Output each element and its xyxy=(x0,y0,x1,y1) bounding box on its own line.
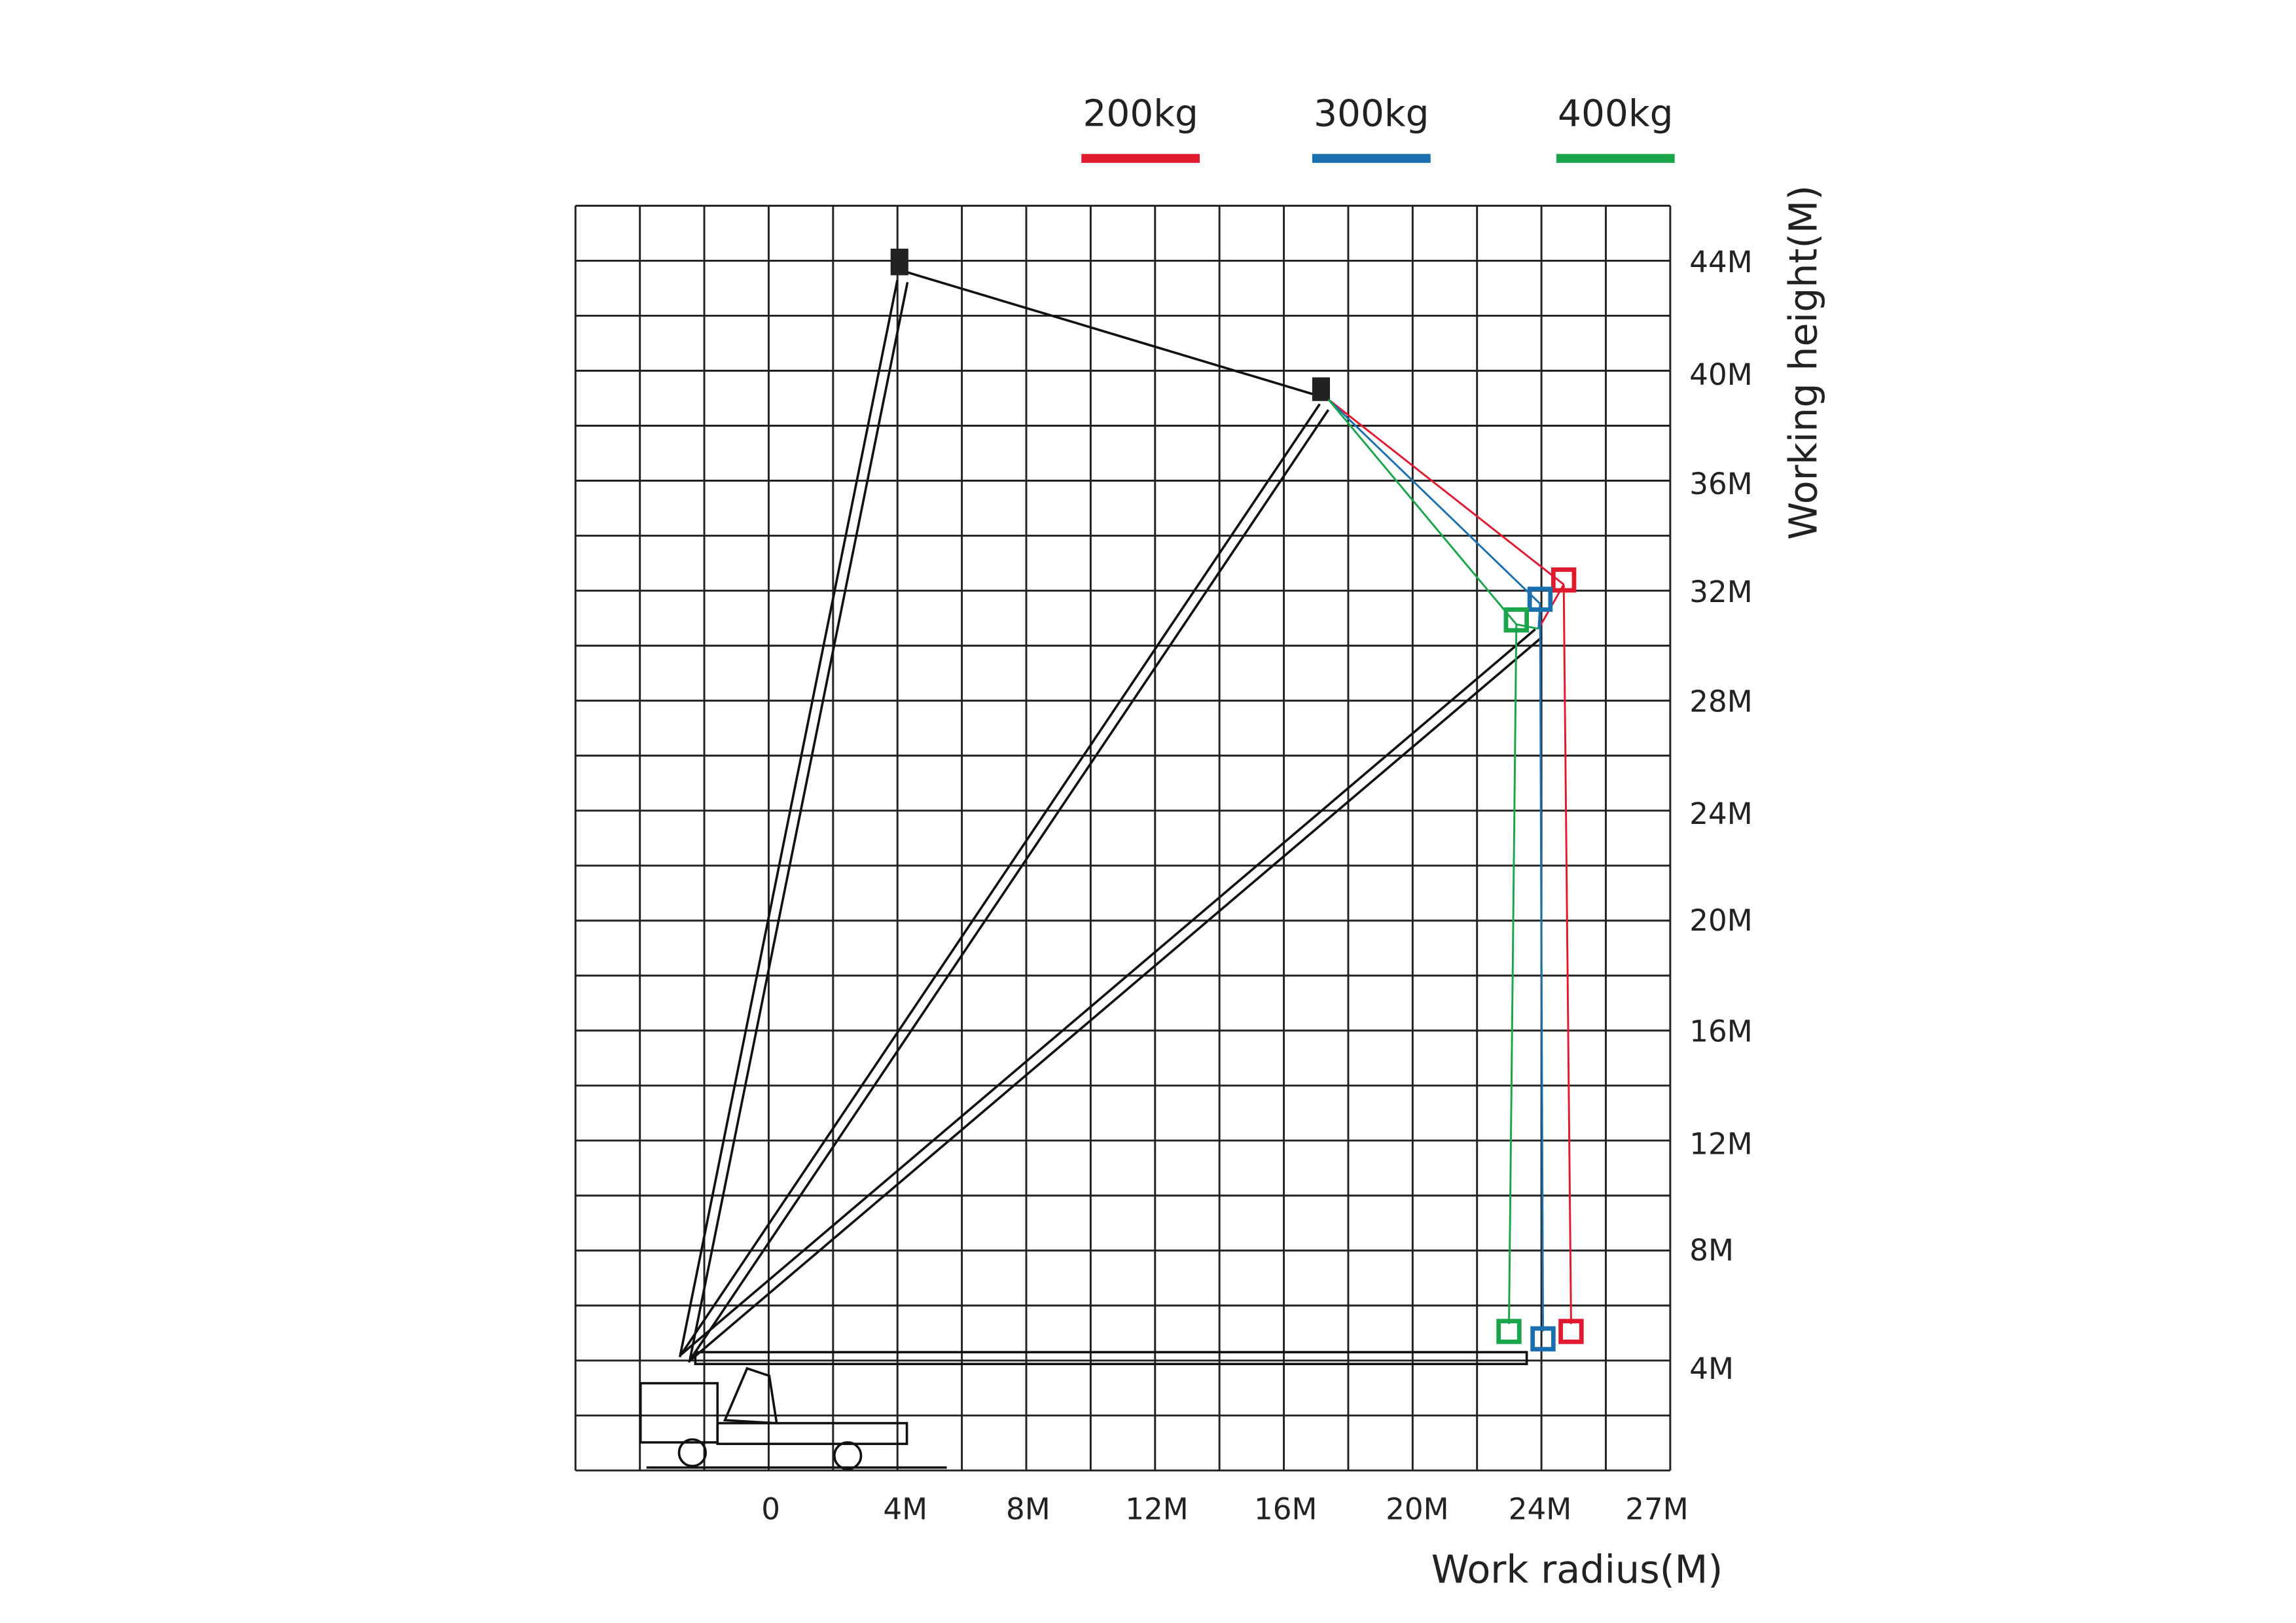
basket xyxy=(1530,1326,1556,1352)
boom xyxy=(681,628,1536,1355)
jib xyxy=(1508,624,1518,1325)
x-tick-label: 4M xyxy=(883,1492,927,1527)
y-tick-label: 16M xyxy=(1689,1014,1753,1048)
y-tick-label: 12M xyxy=(1689,1126,1753,1161)
y-tick-label: 4M xyxy=(1689,1351,1734,1386)
y-tick-label: 40M xyxy=(1689,357,1753,392)
x-tick-label: 20M xyxy=(1386,1492,1449,1527)
y-tick-label: 24M xyxy=(1689,796,1753,831)
y-tick-label: 32M xyxy=(1689,575,1753,609)
boom xyxy=(902,270,1321,398)
truck-cab xyxy=(639,1382,719,1444)
basket xyxy=(890,248,908,276)
basket xyxy=(1527,586,1553,612)
y-axis-title: Working height(M) xyxy=(1781,185,1826,540)
wheel xyxy=(677,1438,707,1467)
x-axis-title: Work radius(M) xyxy=(1431,1547,1723,1592)
wheel xyxy=(833,1441,863,1471)
jib xyxy=(1562,584,1572,1325)
x-tick-label: 0 xyxy=(761,1492,780,1527)
jib xyxy=(1327,399,1565,586)
x-tick-label: 8M xyxy=(1006,1492,1050,1527)
jib xyxy=(1539,603,1544,1332)
truck-body xyxy=(716,1421,908,1446)
boom xyxy=(694,1351,1528,1366)
legend-label: 400kg xyxy=(1558,92,1673,135)
basket xyxy=(1503,607,1530,633)
basket xyxy=(1551,567,1577,593)
x-tick-label: 24M xyxy=(1509,1492,1572,1527)
jib xyxy=(1327,399,1517,626)
x-tick-label: 27M xyxy=(1625,1492,1688,1527)
legend-label: 300kg xyxy=(1314,92,1429,135)
boom xyxy=(679,403,1321,1356)
x-tick-label: 12M xyxy=(1125,1492,1189,1527)
y-tick-label: 28M xyxy=(1689,684,1753,719)
jib xyxy=(1327,399,1541,605)
y-tick-label: 44M xyxy=(1689,245,1753,279)
legend-label: 200kg xyxy=(1083,92,1198,135)
boom xyxy=(687,636,1543,1363)
grid xyxy=(574,204,1672,1472)
boom xyxy=(688,409,1330,1362)
turret xyxy=(723,1366,778,1425)
basket xyxy=(1496,1319,1522,1344)
x-tick-label: 16M xyxy=(1254,1492,1318,1527)
boom xyxy=(678,279,899,1357)
boom xyxy=(689,281,909,1360)
y-tick-label: 8M xyxy=(1689,1233,1734,1268)
y-tick-label: 36M xyxy=(1689,467,1753,501)
basket xyxy=(1312,377,1331,401)
booms xyxy=(639,248,1584,1471)
y-tick-label: 20M xyxy=(1689,903,1753,938)
basket xyxy=(1558,1319,1584,1344)
